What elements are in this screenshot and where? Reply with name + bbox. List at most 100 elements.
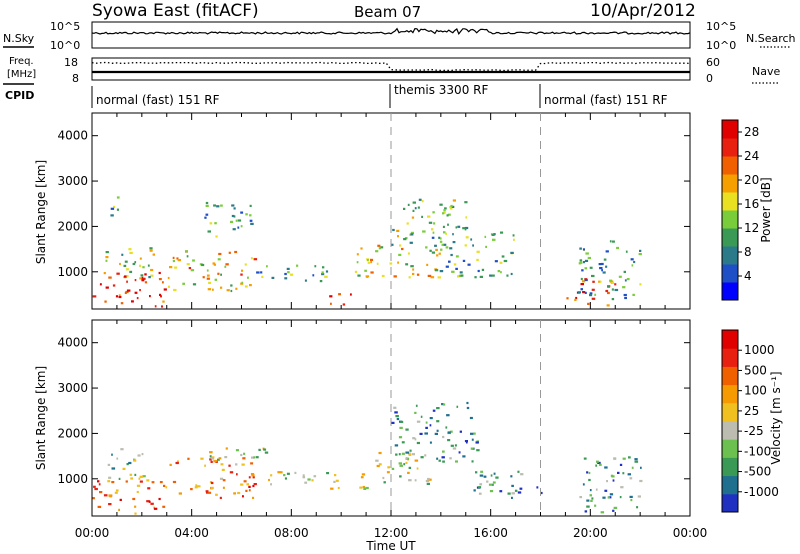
power-echo-cell <box>591 274 595 278</box>
power-echo-cell <box>172 259 175 263</box>
velocity-echo-cell <box>251 456 255 459</box>
velocity-echo-cell <box>360 476 364 479</box>
power-echo-cell <box>245 213 248 216</box>
velocity-echo-cell <box>128 461 132 465</box>
power-colorbar-tick-label: 16 <box>744 197 759 211</box>
velocity-echo-cell <box>586 505 590 508</box>
power-echo-cell <box>418 198 422 201</box>
noise-left-label: N.Sky <box>3 32 35 45</box>
power-echo-cell <box>206 274 210 277</box>
power-echo-cell <box>479 275 483 278</box>
velocity-echo-cell <box>466 441 468 444</box>
velocity-echo-cell <box>420 415 423 418</box>
velocity-panel: 1000 2000 3000 4000 Slant Range [km] <box>34 319 691 517</box>
power-echo-cell <box>499 261 503 264</box>
power-echo-cell <box>162 281 164 284</box>
freq-left-tick-top: 18 <box>64 56 78 69</box>
velocity-echo-cell <box>395 415 399 418</box>
power-echo-cell <box>186 255 189 258</box>
power-echo-cell <box>357 274 361 277</box>
power-echo-cell <box>440 237 442 240</box>
velocity-echo-cell <box>98 483 101 486</box>
power-echo-cell <box>452 241 456 244</box>
velocity-echo-cell <box>466 406 470 410</box>
velocity-echo-cell <box>609 493 614 496</box>
power-echo-cell <box>228 251 231 254</box>
power-echo-cell <box>192 283 197 286</box>
power-echo-cell <box>142 266 145 269</box>
velocity-echo-cell <box>217 458 220 461</box>
power-echo-cell <box>217 272 220 275</box>
velocity-echo-cell <box>277 471 281 474</box>
power-echo-cell <box>464 228 467 231</box>
power-echo-cell <box>160 295 162 298</box>
velocity-echo-cell <box>383 481 386 484</box>
velocity-echo-cell <box>612 509 615 512</box>
power-echo-cell <box>579 259 583 262</box>
velocity-echo-cell <box>250 462 254 465</box>
power-echo-cell <box>206 269 209 272</box>
velocity-echo-cell <box>393 406 397 409</box>
velocity-echo-cell <box>240 483 244 486</box>
power-echo-cell <box>602 271 606 274</box>
power-echo-cell <box>497 270 501 273</box>
velocity-echo-cell <box>398 436 403 439</box>
velocity-echo-cell <box>436 407 440 410</box>
power-echo-cell <box>364 269 367 272</box>
velocity-echo-cell <box>399 464 403 467</box>
power-echo-cell <box>614 283 617 286</box>
velocity-echo-cell <box>425 421 428 424</box>
power-echo-cell <box>447 213 451 216</box>
power-echo-cell <box>126 275 129 278</box>
power-echo-cell <box>141 279 145 282</box>
velocity-echo-cell <box>365 486 369 490</box>
velocity-echo-cell <box>311 479 314 482</box>
velocity-echo-cell <box>302 476 306 479</box>
velocity-echo-cell <box>631 466 634 469</box>
velocity-echo-cell <box>159 481 163 484</box>
power-echo-cell <box>409 241 413 244</box>
power-echo-cell <box>354 270 358 273</box>
power-echo-cell <box>360 247 363 250</box>
power-echo-cell <box>501 255 505 258</box>
velocity-echo-cell <box>242 495 244 498</box>
velocity-echo-cell <box>612 479 615 482</box>
power-echo-cell <box>322 266 325 269</box>
velocity-echo-cell <box>111 481 115 484</box>
velocity-echo-cell <box>475 471 478 474</box>
velocity-echo-cell <box>220 463 224 466</box>
velocity-echo-cell <box>313 475 317 478</box>
velocity-echo-cell <box>414 479 417 482</box>
power-echo-cell <box>356 261 359 264</box>
power-echo-cell <box>500 231 504 234</box>
power-echo-cell <box>321 271 324 274</box>
power-echo-cell <box>185 250 188 253</box>
power-echo-cell <box>407 252 410 255</box>
power-echo-cell <box>472 244 474 247</box>
velocity-echo-cell <box>111 467 116 470</box>
velocity-echo-cell <box>445 426 448 429</box>
velocity-echo-cell <box>326 472 329 475</box>
velocity-echo-cell <box>589 494 592 497</box>
power-echo-cell <box>457 225 461 228</box>
power-echo-cell <box>624 296 627 300</box>
velocity-echo-cell <box>359 486 363 489</box>
power-echo-cell <box>139 257 142 260</box>
power-echo-cell <box>412 268 415 271</box>
power-echo-cell <box>430 276 435 279</box>
power-echo-cell <box>389 262 393 265</box>
velocity-echo-cell <box>620 486 624 489</box>
x-axis-tick-labels: 00:00 04:00 08:00 12:00 16:00 20:00 00:00 <box>75 526 708 540</box>
velocity-echo-cell <box>420 456 424 459</box>
power-echo-cell <box>163 288 167 291</box>
velocity-echo-cell <box>637 495 641 498</box>
power-echo-cell <box>510 272 513 276</box>
velocity-echo-cell <box>248 489 251 492</box>
velocity-echo-cell <box>582 483 585 486</box>
power-echo-cell <box>616 246 619 250</box>
power-echo-cell <box>397 261 399 264</box>
power-echo-cell <box>440 248 443 251</box>
velocity-colorbar-label: Velocity [m s⁻¹] <box>769 371 783 464</box>
velocity-echo-cell <box>429 441 432 444</box>
power-echo-cell <box>436 254 439 257</box>
